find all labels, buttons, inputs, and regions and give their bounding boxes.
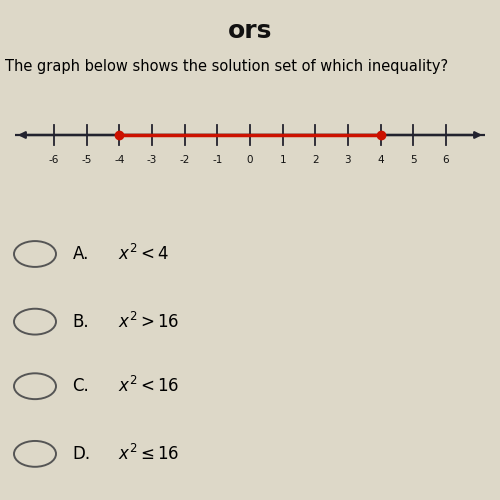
Text: D.: D. bbox=[72, 445, 90, 463]
Text: 2: 2 bbox=[312, 155, 318, 165]
Text: 6: 6 bbox=[442, 155, 449, 165]
Text: A.: A. bbox=[72, 245, 89, 263]
Text: ors: ors bbox=[228, 20, 272, 44]
Text: C.: C. bbox=[72, 377, 89, 395]
Text: 5: 5 bbox=[410, 155, 416, 165]
Text: The graph below shows the solution set of which inequality?: The graph below shows the solution set o… bbox=[5, 60, 448, 74]
Text: $x^2 < 4$: $x^2 < 4$ bbox=[118, 244, 168, 264]
Text: $x^2 \leq 16$: $x^2 \leq 16$ bbox=[118, 444, 179, 464]
Text: 1: 1 bbox=[280, 155, 286, 165]
Text: -5: -5 bbox=[82, 155, 92, 165]
Text: -6: -6 bbox=[49, 155, 59, 165]
Text: B.: B. bbox=[72, 312, 89, 330]
Text: -3: -3 bbox=[147, 155, 158, 165]
Text: $x^2 > 16$: $x^2 > 16$ bbox=[118, 312, 179, 332]
Text: 0: 0 bbox=[247, 155, 254, 165]
Text: -2: -2 bbox=[180, 155, 190, 165]
Text: -1: -1 bbox=[212, 155, 222, 165]
Text: -4: -4 bbox=[114, 155, 124, 165]
Text: 4: 4 bbox=[377, 155, 384, 165]
Text: 3: 3 bbox=[344, 155, 351, 165]
Text: $x^2 < 16$: $x^2 < 16$ bbox=[118, 376, 179, 396]
